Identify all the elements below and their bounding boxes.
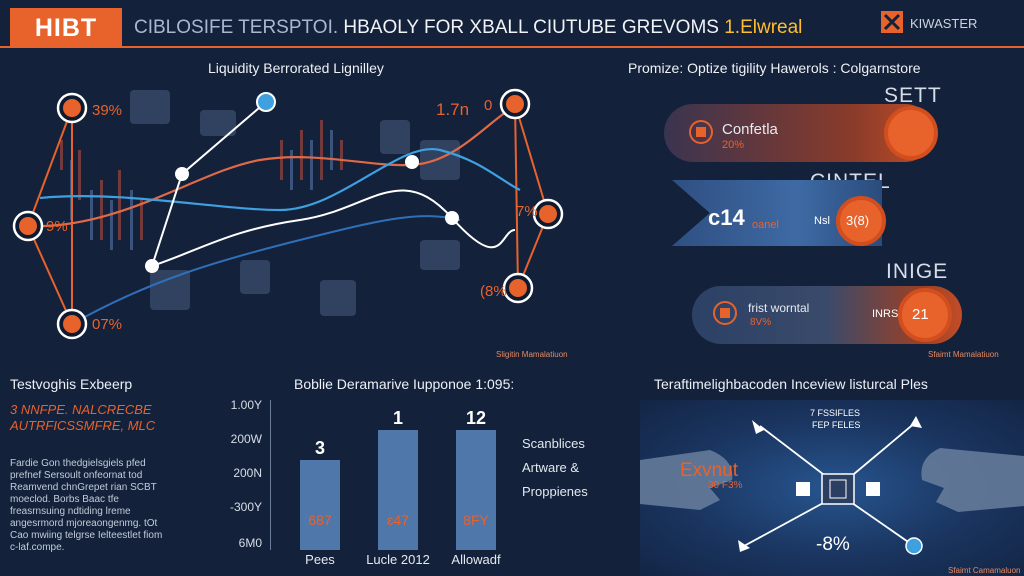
network-percent: -8% <box>816 534 850 555</box>
network-left-sub: 30 F3% <box>708 480 743 491</box>
bar-value-label-1: 687 <box>308 512 332 528</box>
row-1-circle <box>884 106 938 160</box>
liquidity-label-5: 7% <box>516 203 538 220</box>
bar-1 <box>300 460 340 550</box>
bar-value-label-2: ɛ47 <box>387 512 409 528</box>
bar-2 <box>378 430 418 550</box>
row-1-tag: SETT <box>884 84 942 107</box>
title-part-1: CIBLOSIFE TERSPTOI. <box>134 17 339 38</box>
x-tick-2: Lucle 2012 <box>366 552 430 567</box>
row-3-label: frist worntal <box>748 301 810 315</box>
y-tick-2: 200W <box>230 432 262 446</box>
row-1-icon <box>689 120 713 144</box>
liquidity-footnote: Sligitin Mamalatiuon <box>496 350 568 359</box>
row-3-extra: INRS <box>872 308 899 320</box>
network-diagram <box>640 416 1024 555</box>
row-2-extra: Nsl <box>814 215 830 227</box>
network-footnote: Sfaimt Camamaluon <box>948 566 1021 575</box>
bar-3 <box>456 430 496 550</box>
liquidity-label-7: 07% <box>92 316 123 333</box>
text-highlight-1: 3 NNFPE. NALCRECBE <box>10 402 152 417</box>
liquidity-nodes <box>12 88 564 340</box>
legend-item-3: Proppienes <box>522 484 588 499</box>
liquidity-label-1: 39% <box>92 102 123 119</box>
x-tick-3: Allowadf <box>451 552 501 567</box>
liquidity-label-4: 9% <box>46 218 68 235</box>
network-center-text-2: FEP FELES <box>812 420 861 430</box>
row-1-label: Confetla <box>722 121 778 138</box>
row-2-circle <box>836 196 886 246</box>
legend-item-2: Artware & <box>522 460 580 475</box>
row-3-circle-text: 21 <box>912 306 929 323</box>
row-1-sub: 20% <box>722 139 745 151</box>
bar-chart-title: Boblie Deramarive Iupponoe 1:095: <box>294 376 515 392</box>
title-badge: 1.Elwreal <box>724 17 803 38</box>
network-center-text: 7 FSSIFLES <box>810 408 861 418</box>
row-2-sub: oanel <box>752 219 779 231</box>
row-3-icon <box>713 301 737 325</box>
bar-value-label-3: 8FY <box>463 512 489 528</box>
bar-top-label-2: 1 <box>392 408 403 428</box>
row-2-circle-text: 3(8) <box>846 213 870 228</box>
right-panel-title: Promize: Optize tigility Hawerols : Colg… <box>628 60 921 76</box>
liquidity-label-3: 0 <box>484 97 493 114</box>
text-highlight-2: AUTRFICSSMFRE, MLC <box>10 418 156 433</box>
text-paragraph: Fardie Gon thedgielsgiels pfed prefnef S… <box>10 458 163 553</box>
row-3-circle <box>898 288 952 342</box>
y-tick-3: 200N <box>233 466 262 480</box>
title-part-2: HBAOLY FOR XBALL CIUTUBE GREVOMS <box>343 17 719 38</box>
header-divider <box>0 46 1024 48</box>
network-title: Teraftimelighbacoden Inceview listurcal … <box>654 376 928 392</box>
y-axis <box>270 400 271 550</box>
row-3-sub: 8V% <box>750 317 772 328</box>
logo: HIBT <box>10 8 122 48</box>
y-tick-5: 6M0 <box>238 536 262 550</box>
row-3-tag: INIGE <box>886 260 949 283</box>
liquidity-label-6: (8% <box>480 283 507 300</box>
brand-icon <box>881 11 903 33</box>
bar-top-label-1: 3 <box>314 438 325 458</box>
liquidity-label-2: 1.7n <box>436 100 470 119</box>
legend-item-1: Scanblices <box>522 436 585 451</box>
page-title: CIBLOSIFE TERSPTOI. HBAOLY FOR XBALL CIU… <box>134 17 802 39</box>
text-panel-title: Testvoghis Exbeerp <box>10 376 133 392</box>
x-tick-1: Pees <box>305 552 335 567</box>
network-left-label: Exvnut <box>680 460 739 481</box>
brand-name: KIWASTER <box>910 16 978 31</box>
row-2-label: c14 <box>708 205 745 230</box>
liquidity-title: Liquidity Berrorated Lignilley <box>208 60 384 76</box>
y-tick-1: 1.00Y <box>230 398 262 412</box>
right-panel-footnote: Sfaimt Mamalatiuon <box>928 350 999 359</box>
bar-top-label-3: 12 <box>465 408 487 428</box>
y-tick-4: -300Y <box>229 500 262 514</box>
